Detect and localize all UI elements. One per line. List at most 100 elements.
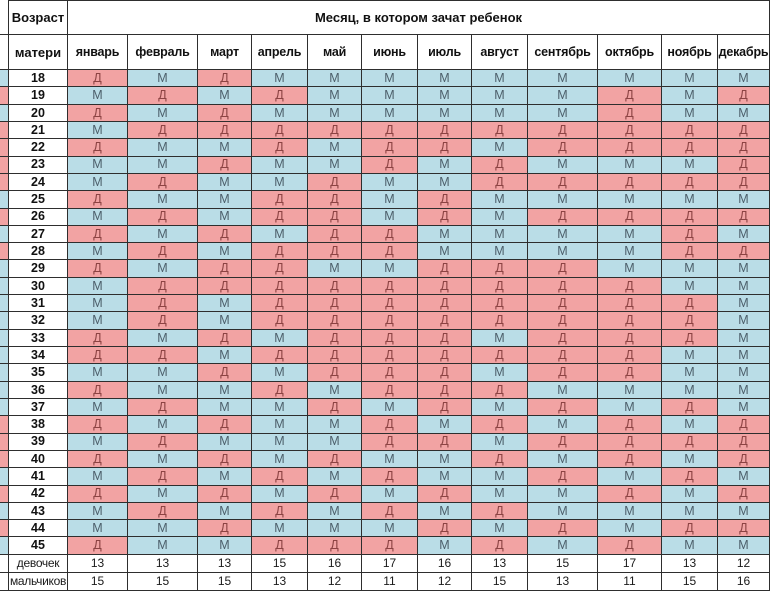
left-edge-sliver — [0, 243, 9, 261]
gender-cell-age35-month5: Д — [308, 364, 362, 382]
gender-cell-age23-month9: М — [528, 156, 598, 174]
age-cell: 29 — [9, 260, 68, 278]
gender-cell-age24-month11: Д — [662, 173, 718, 192]
summary-count-boys-month6: 11 — [362, 572, 418, 591]
gender-cell-age40-month6: М — [362, 450, 418, 469]
month-header-7: июль — [418, 35, 472, 70]
left-edge-sliver — [0, 416, 9, 434]
gender-cell-age22-month2: М — [128, 139, 198, 157]
summary-label-girls: девочек — [9, 554, 68, 573]
gender-cell-age23-month10: М — [598, 156, 662, 174]
gender-cell-age24-month2: Д — [128, 173, 198, 192]
summary-count-boys-month11: 15 — [662, 572, 718, 591]
left-edge-sliver — [0, 173, 9, 192]
gender-cell-age25-month9: М — [528, 191, 598, 209]
gender-cell-age29-month6: М — [362, 260, 418, 278]
gender-cell-age43-month6: Д — [362, 502, 418, 521]
gender-cell-age43-month10: М — [598, 502, 662, 521]
gender-cell-age24-month7: М — [418, 173, 472, 192]
gender-cell-age26-month10: Д — [598, 208, 662, 226]
gender-cell-age38-month1: Д — [68, 416, 128, 434]
left-edge-sliver — [0, 139, 9, 157]
gender-cell-age23-month12: Д — [718, 156, 770, 174]
gender-cell-age22-month7: Д — [418, 139, 472, 157]
gender-cell-age26-month2: Д — [128, 208, 198, 226]
gender-cell-age40-month9: М — [528, 450, 598, 469]
gender-cell-age39-month12: Д — [718, 433, 770, 451]
age-cell: 20 — [9, 104, 68, 122]
gender-cell-age45-month9: М — [528, 537, 598, 555]
summary-count-boys-month4: 13 — [252, 572, 308, 591]
gender-cell-age40-month12: Д — [718, 450, 770, 469]
summary-count-girls-month5: 16 — [308, 554, 362, 573]
gender-cell-age31-month11: Д — [662, 295, 718, 313]
age-header-bottom: матери — [9, 35, 68, 70]
month-header-2: февраль — [128, 35, 198, 70]
gender-cell-age38-month3: Д — [198, 416, 252, 434]
left-edge-sliver — [0, 312, 9, 330]
gender-cell-age18-month9: М — [528, 70, 598, 88]
gender-cell-age44-month9: Д — [528, 520, 598, 538]
gender-cell-age36-month3: М — [198, 381, 252, 399]
gender-cell-age40-month1: Д — [68, 450, 128, 469]
gender-cell-age44-month3: Д — [198, 520, 252, 538]
summary-count-boys-month3: 15 — [198, 572, 252, 591]
gender-cell-age40-month10: Д — [598, 450, 662, 469]
month-header-3: март — [198, 35, 252, 70]
gender-cell-age28-month2: Д — [128, 243, 198, 261]
gender-cell-age30-month3: Д — [198, 277, 252, 296]
gender-cell-age34-month11: М — [662, 347, 718, 365]
gender-cell-age31-month1: М — [68, 295, 128, 313]
gender-cell-age27-month2: М — [128, 225, 198, 244]
gender-cell-age44-month4: М — [252, 520, 308, 538]
gender-cell-age37-month9: Д — [528, 398, 598, 417]
gender-cell-age29-month4: Д — [252, 260, 308, 278]
gender-cell-age38-month2: М — [128, 416, 198, 434]
gender-cell-age41-month10: М — [598, 468, 662, 486]
gender-cell-age18-month2: М — [128, 70, 198, 88]
gender-cell-age43-month1: М — [68, 502, 128, 521]
gender-cell-age28-month10: М — [598, 243, 662, 261]
age-cell: 28 — [9, 243, 68, 261]
gender-cell-age27-month9: М — [528, 225, 598, 244]
gender-cell-age25-month4: Д — [252, 191, 308, 209]
gender-cell-age36-month7: Д — [418, 381, 472, 399]
age-cell: 25 — [9, 191, 68, 209]
gender-cell-age24-month5: Д — [308, 173, 362, 192]
gender-cell-age23-month11: М — [662, 156, 718, 174]
gender-cell-age40-month2: М — [128, 450, 198, 469]
gender-cell-age44-month6: М — [362, 520, 418, 538]
gender-cell-age19-month6: М — [362, 87, 418, 105]
summary-label-boys: мальчиков — [9, 572, 68, 591]
age-cell: 21 — [9, 121, 68, 140]
gender-cell-age32-month12: М — [718, 312, 770, 330]
gender-cell-age29-month5: М — [308, 260, 362, 278]
gender-cell-age39-month9: Д — [528, 433, 598, 451]
age-cell: 30 — [9, 277, 68, 296]
gender-cell-age29-month2: М — [128, 260, 198, 278]
gender-cell-age19-month8: М — [472, 87, 528, 105]
gender-cell-age35-month6: Д — [362, 364, 418, 382]
gender-cell-age22-month10: Д — [598, 139, 662, 157]
gender-cell-age21-month10: Д — [598, 121, 662, 140]
gender-cell-age39-month8: М — [472, 433, 528, 451]
gender-cell-age36-month8: Д — [472, 381, 528, 399]
summary-count-girls-month1: 13 — [68, 554, 128, 573]
left-edge-sliver — [0, 277, 9, 296]
gender-cell-age33-month12: М — [718, 329, 770, 347]
gender-cell-age27-month8: М — [472, 225, 528, 244]
gender-cell-age45-month5: Д — [308, 537, 362, 555]
gender-cell-age19-month4: Д — [252, 87, 308, 105]
gender-cell-age21-month2: Д — [128, 121, 198, 140]
gender-cell-age30-month11: М — [662, 277, 718, 296]
gender-cell-age36-month12: М — [718, 381, 770, 399]
gender-cell-age27-month7: М — [418, 225, 472, 244]
summary-count-girls-month10: 17 — [598, 554, 662, 573]
gender-cell-age24-month4: М — [252, 173, 308, 192]
left-edge-sliver — [0, 225, 9, 244]
gender-cell-age39-month5: М — [308, 433, 362, 451]
gender-cell-age38-month8: Д — [472, 416, 528, 434]
age-cell: 18 — [9, 70, 68, 88]
gender-cell-age41-month2: Д — [128, 468, 198, 486]
